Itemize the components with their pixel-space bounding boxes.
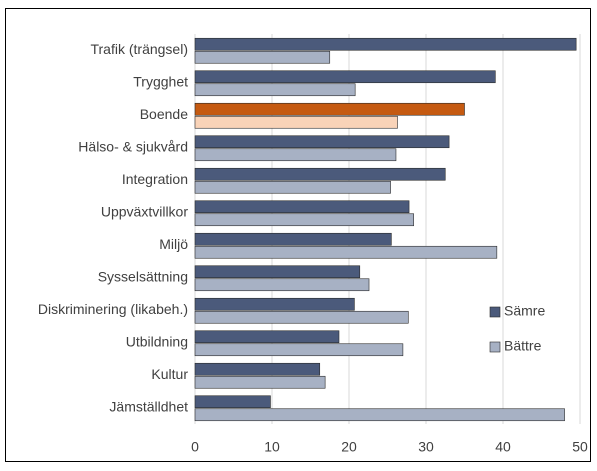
x-tick-label: 40 bbox=[495, 439, 511, 455]
legend-label: Bättre bbox=[504, 338, 542, 354]
y-tick-label: Integration bbox=[122, 171, 188, 187]
bar bbox=[194, 330, 340, 344]
bar bbox=[194, 148, 397, 162]
bar bbox=[194, 200, 410, 214]
bar bbox=[194, 278, 370, 292]
y-tick-label: Trygghet bbox=[133, 73, 188, 89]
legend-label: Sämre bbox=[504, 303, 545, 319]
legend-swatch bbox=[489, 341, 501, 353]
bar bbox=[194, 310, 409, 324]
x-tick-label: 20 bbox=[341, 439, 357, 455]
y-tick-label: Hälso- & sjukvård bbox=[78, 138, 188, 154]
bar bbox=[194, 102, 465, 116]
y-tick-label: Trafik (trängsel) bbox=[90, 41, 188, 57]
x-tick-label: 30 bbox=[418, 439, 434, 455]
x-tick-label: 10 bbox=[264, 439, 280, 455]
y-tick-label: Boende bbox=[140, 106, 188, 122]
y-tick-label: Jämställdhet bbox=[109, 398, 188, 414]
y-tick-label: Miljö bbox=[159, 236, 188, 252]
bar bbox=[194, 232, 392, 246]
bar bbox=[194, 245, 498, 259]
bar bbox=[194, 50, 331, 64]
bar bbox=[194, 70, 496, 84]
bar bbox=[194, 375, 326, 389]
bar bbox=[194, 83, 356, 97]
bar bbox=[194, 115, 398, 129]
bar bbox=[194, 180, 391, 194]
bar bbox=[194, 135, 450, 149]
bar bbox=[194, 408, 565, 422]
y-tick-label: Diskriminering (likabeh.) bbox=[38, 301, 188, 317]
x-tick-label: 50 bbox=[572, 439, 588, 455]
bar bbox=[194, 362, 321, 376]
bar bbox=[194, 265, 361, 279]
y-tick-label: Utbildning bbox=[126, 333, 188, 349]
legend-swatch bbox=[489, 306, 501, 318]
bar bbox=[194, 213, 414, 227]
bar bbox=[194, 37, 577, 51]
y-tick-label: Kultur bbox=[151, 366, 188, 382]
bar bbox=[194, 343, 404, 357]
y-tick-label: Uppväxtvillkor bbox=[101, 203, 188, 219]
x-tick-label: 0 bbox=[191, 439, 199, 455]
bar bbox=[194, 395, 271, 409]
bar bbox=[194, 167, 446, 181]
bar bbox=[194, 297, 355, 311]
y-tick-label: Sysselsättning bbox=[98, 268, 188, 284]
